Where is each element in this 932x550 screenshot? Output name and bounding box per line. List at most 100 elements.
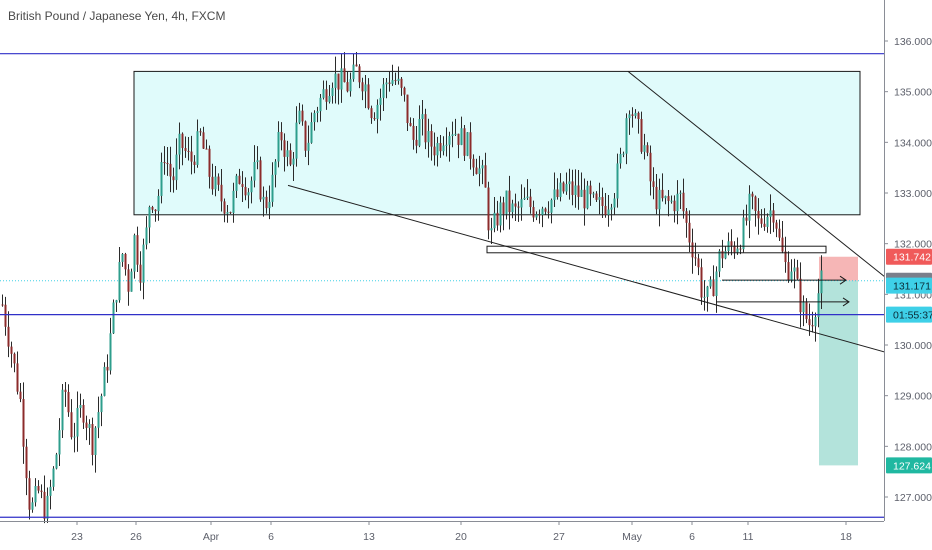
- candle-down: [304, 121, 307, 151]
- candle-up: [196, 131, 199, 165]
- candle-up: [814, 317, 817, 327]
- candle-down: [691, 242, 694, 258]
- candle-down: [91, 424, 94, 456]
- candle-up: [382, 84, 385, 98]
- price-tag-5: [886, 457, 932, 474]
- price-tick-label: 132.000: [894, 239, 932, 251]
- candle-down: [409, 123, 412, 126]
- candle-down: [205, 148, 208, 150]
- candle-down: [529, 196, 532, 208]
- candle-down: [25, 446, 28, 479]
- candle-up: [319, 97, 322, 112]
- candle-down: [508, 190, 511, 213]
- price-tick-label: 136.000: [894, 36, 932, 48]
- candle-up: [613, 198, 616, 208]
- drawings-layer: [0, 53, 932, 518]
- candle-up: [550, 199, 553, 213]
- time-tick-label: May: [622, 531, 643, 543]
- price-tag-3: [886, 277, 932, 294]
- candle-up: [271, 174, 274, 202]
- candle-up: [817, 293, 820, 318]
- candle-up: [316, 111, 319, 113]
- price-tag-1: [886, 248, 932, 265]
- candle-up: [175, 154, 178, 181]
- candle-up: [298, 110, 301, 123]
- candle-down: [193, 161, 196, 165]
- candle-down: [631, 114, 634, 116]
- candle-up: [448, 136, 451, 145]
- candle-down: [403, 87, 406, 95]
- candle-up: [397, 78, 400, 81]
- candle-up: [328, 95, 331, 102]
- candle-down: [601, 197, 604, 206]
- candle-up: [307, 142, 310, 151]
- candle-down: [166, 163, 169, 165]
- candle-up: [643, 145, 646, 152]
- candle-up: [493, 212, 496, 229]
- candle-down: [805, 302, 808, 320]
- candle-up: [598, 197, 601, 200]
- candle-up: [559, 182, 562, 198]
- time-tick-label: 18: [840, 531, 852, 543]
- candle-down: [289, 150, 292, 165]
- take-profit-zone: [819, 280, 858, 466]
- candle-up: [79, 404, 82, 408]
- candle-up: [310, 122, 313, 143]
- candle-up: [379, 97, 382, 105]
- candle-up: [454, 133, 457, 135]
- projection-arrow-upper-arrowhead: [839, 275, 847, 285]
- candle-up: [460, 128, 463, 145]
- candle-up: [256, 160, 259, 162]
- candle-up: [295, 122, 298, 159]
- candle-down: [532, 207, 535, 218]
- candle-down: [637, 112, 640, 120]
- candle-down: [325, 89, 328, 102]
- candle-down: [514, 203, 517, 207]
- candle-down: [265, 196, 268, 209]
- candle-up: [94, 427, 97, 456]
- candle-down: [1, 304, 4, 306]
- candle-down: [484, 165, 487, 188]
- descending-support-trendline[interactable]: [287, 184, 932, 366]
- candles-layer: [1, 52, 823, 524]
- candle-down: [361, 82, 364, 92]
- candle-down: [562, 182, 565, 192]
- descending-resistance-trendline[interactable]: [627, 71, 932, 315]
- candle-up: [481, 165, 484, 169]
- candle-up: [520, 199, 523, 208]
- candle-up: [574, 185, 577, 196]
- time-tick-label: 23: [71, 531, 83, 543]
- candle-down: [13, 353, 16, 364]
- candle-up: [703, 296, 706, 298]
- candle-up: [616, 163, 619, 199]
- candle-down: [469, 132, 472, 159]
- candle-down: [433, 146, 436, 156]
- candle-up: [820, 270, 823, 294]
- zones-layer: [133, 70, 861, 466]
- candle-up: [130, 271, 133, 292]
- candle-down: [655, 186, 658, 210]
- inner-support-band[interactable]: [486, 245, 827, 254]
- candle-up: [235, 175, 238, 191]
- consolidation-zone: [133, 70, 861, 216]
- candle-down: [337, 73, 340, 90]
- candle-up: [148, 207, 151, 228]
- candle-down: [457, 133, 460, 145]
- candle-down: [757, 210, 760, 219]
- time-tick-label: 6: [689, 531, 695, 543]
- candle-down: [199, 131, 202, 133]
- candle-up: [607, 209, 610, 215]
- candle-up: [352, 64, 355, 80]
- candle-up: [292, 158, 295, 165]
- candle-down: [412, 125, 415, 140]
- candle-up: [250, 180, 253, 193]
- candle-up: [565, 184, 568, 192]
- candle-down: [640, 119, 643, 152]
- price-tag-4: [886, 306, 932, 323]
- candle-down: [784, 251, 787, 263]
- projection-arrow-lower-arrowhead: [842, 297, 850, 307]
- candle-down: [778, 228, 781, 238]
- price-tick-label: 130.000: [894, 340, 932, 352]
- candle-down: [244, 186, 247, 196]
